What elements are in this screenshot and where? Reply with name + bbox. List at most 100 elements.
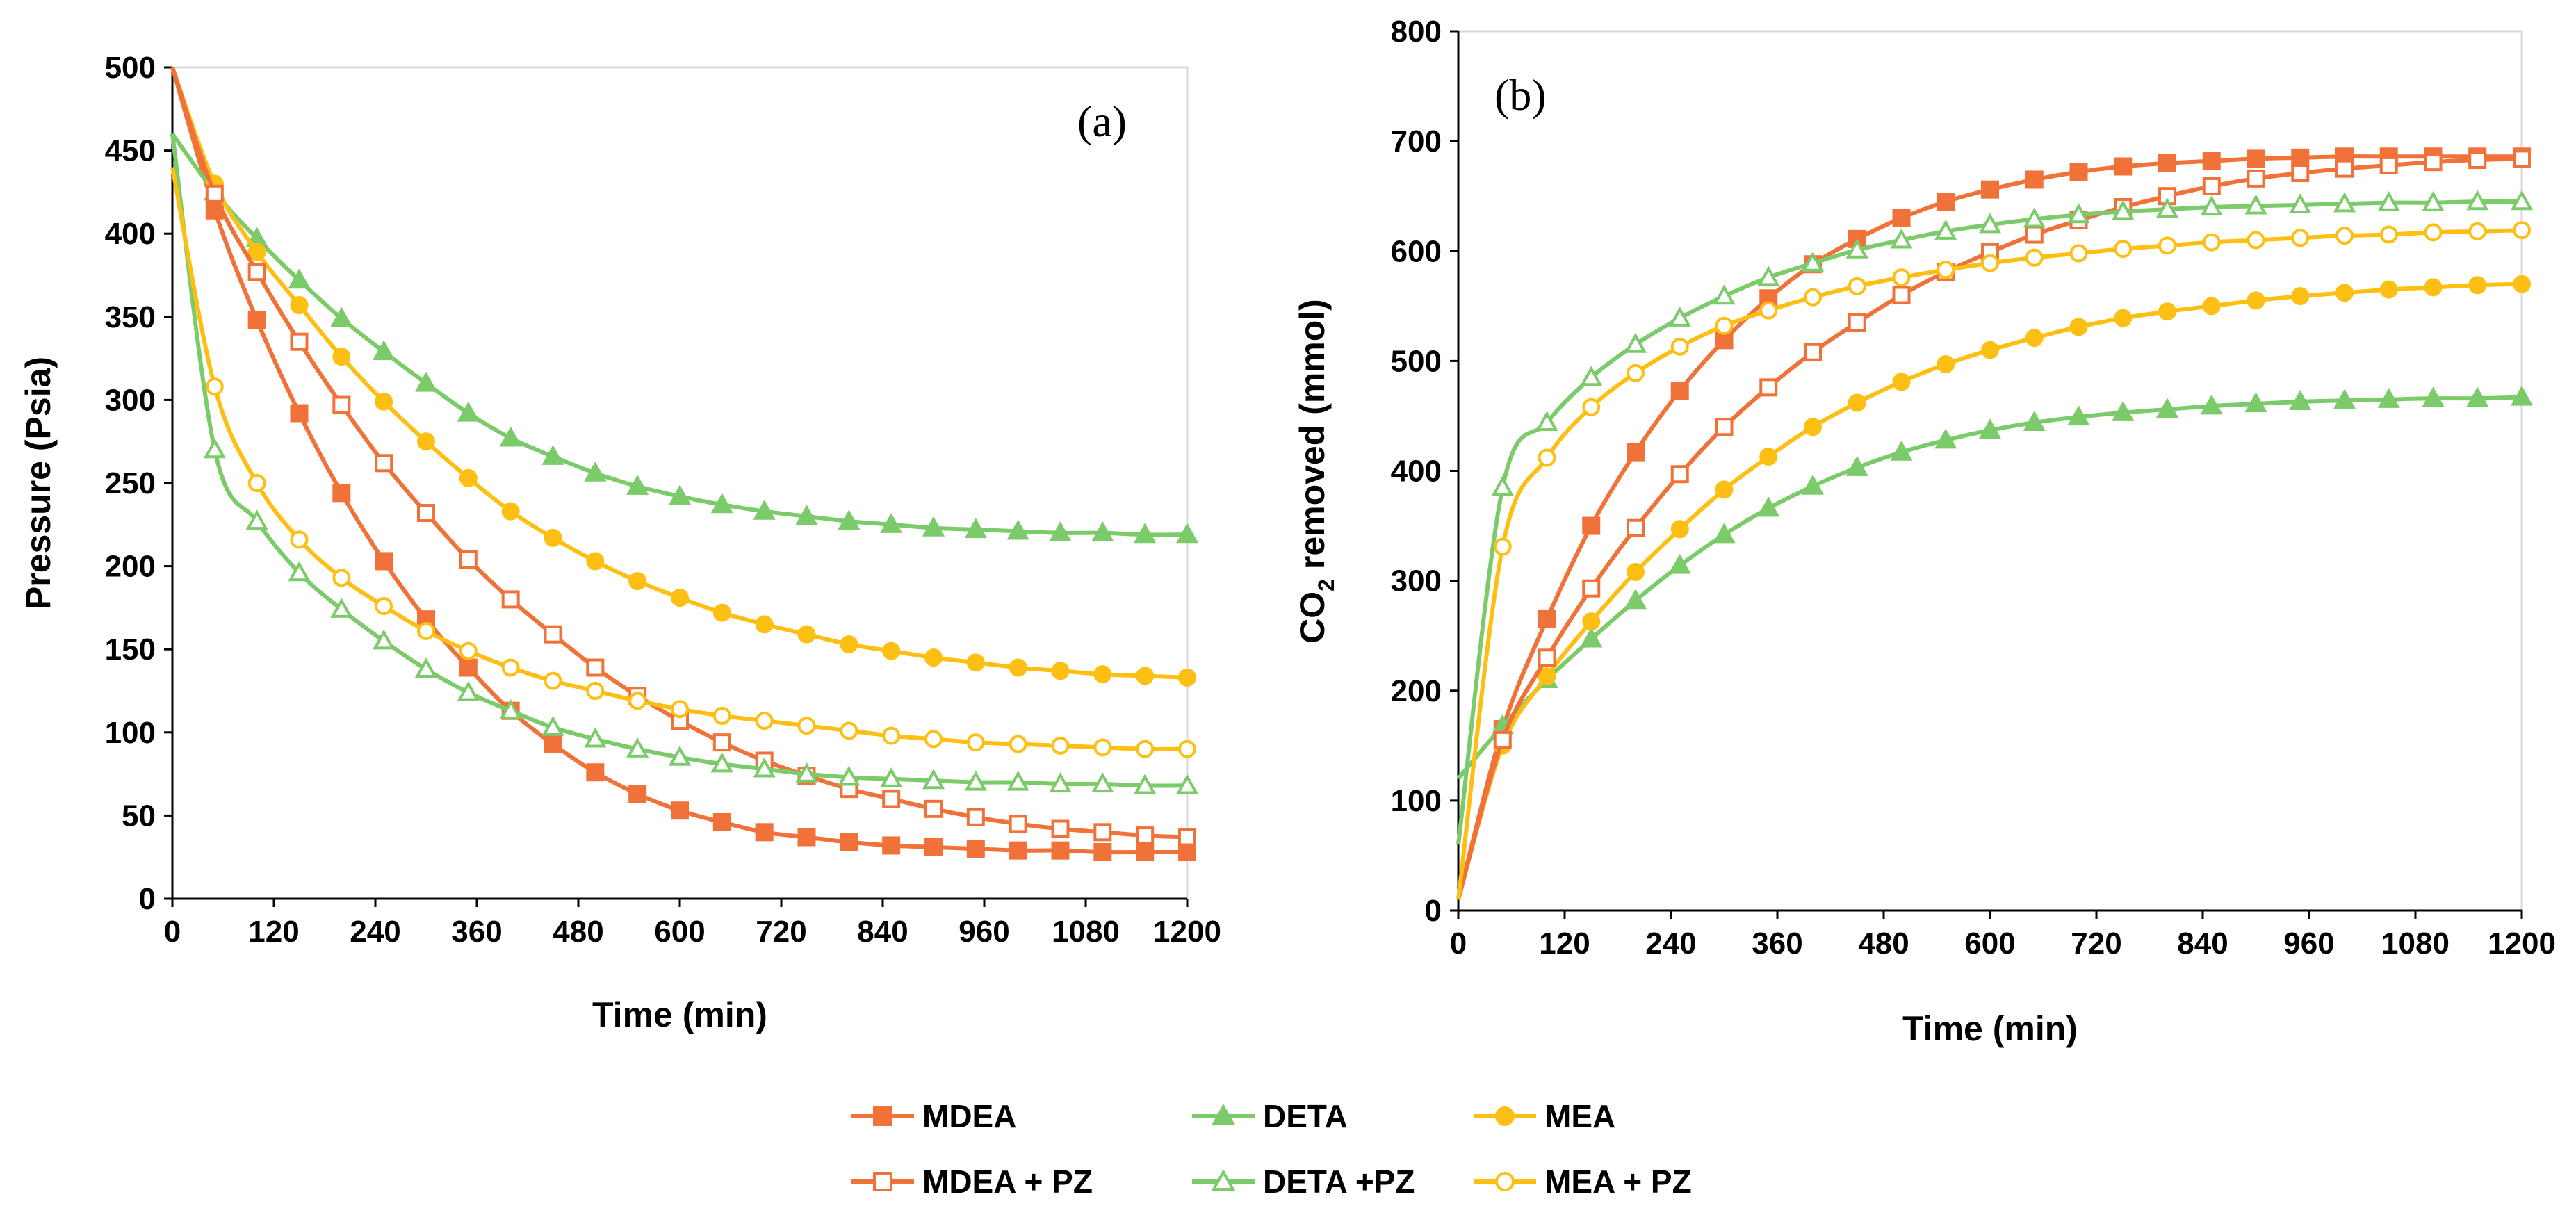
panel-a-point-deta: [373, 340, 396, 361]
panel-a-point-mdea-pz: [332, 395, 351, 414]
panel-a-point-mea: [375, 392, 393, 411]
panel-a-point-mea: [671, 589, 689, 607]
panel-b-point-mdea-pz: [2247, 169, 2265, 188]
panel-b-x-tick-label: 960: [2283, 926, 2334, 961]
panel-a-point-mdea-pz: [1136, 826, 1155, 845]
panel-a-point-mdea-pz: [1093, 823, 1112, 842]
legend-marker-mdea: [873, 1106, 892, 1126]
panel-b-series-line-mea-pz: [1456, 228, 2522, 900]
panel-a-point-mdea: [586, 763, 605, 782]
panel-a-label: (a): [1077, 97, 1127, 146]
panel-b-point-mea-pz: [2114, 240, 2133, 259]
panel-b-point-mea: [2468, 276, 2487, 295]
panel-a-point-mea-pz: [375, 597, 393, 616]
panel-a-point-mea-pz: [671, 700, 689, 719]
panel-a-point-mea: [501, 502, 520, 521]
panel-b-point-mdea-pz: [1582, 579, 1601, 598]
panel-b-point-deta: [1934, 428, 1957, 449]
panel-b-series-mea-pz: [1456, 221, 2531, 900]
panel-b-point-deta-pz: [1934, 220, 1957, 240]
panel-a-point-mdea-pz: [586, 658, 605, 677]
panel-b-x-tick-label: 120: [1539, 926, 1590, 961]
panel-b-point-mea: [2114, 309, 2133, 327]
panel-b-y-tick-label: 300: [1391, 564, 1442, 598]
legend-label-mdea-pz: MDEA + PZ: [922, 1163, 1093, 1200]
panel-a-point-mdea: [1009, 841, 1027, 860]
panel-a-point-mdea: [332, 484, 351, 503]
panel-a-y-tick-label: 500: [105, 51, 156, 85]
panel-a-point-mdea-pz: [712, 733, 731, 752]
panel-b-point-mea: [2291, 287, 2310, 306]
panel-a-x-axis-label: Time (min): [592, 995, 767, 1034]
panel-b-point-deta-pz: [1713, 284, 1736, 305]
panel-a-point-mdea-pz: [459, 550, 478, 569]
panel-b-point-deta: [1801, 474, 1825, 495]
panel-b-point-deta: [2333, 389, 2356, 409]
panel-b-series-line-deta: [1456, 395, 2522, 781]
panel-a-point-deta: [414, 371, 438, 392]
panel-b-y-tick-label: 500: [1391, 344, 1442, 378]
panel-b-point-deta: [2023, 411, 2046, 432]
panel-a-point-mea-pz: [501, 658, 520, 677]
panel-b-point-mea: [1715, 480, 1734, 499]
panel-a-y-tick-label: 100: [105, 716, 156, 750]
panel-b-point-mea-pz: [1937, 261, 1955, 279]
panel-a-point-mea: [247, 243, 266, 261]
panel-a-point-deta: [1049, 521, 1072, 541]
panel-a-x-tick-label: 240: [350, 915, 400, 949]
panel-a-point-deta: [795, 505, 818, 525]
panel-b-plot-frame: [1457, 30, 2523, 912]
panel-b-point-mdea: [1627, 443, 1645, 462]
panel-a-point-mea-pz: [417, 621, 435, 640]
panel-b-point-mea: [1627, 562, 1645, 581]
panel-a-plot-frame: [171, 66, 1189, 900]
panel-b-y-tick-label: 600: [1391, 234, 1442, 268]
panel-b-point-mdea-pz: [1715, 418, 1734, 436]
panel-b-point-deta-pz: [2510, 190, 2534, 211]
panel-b-point-mea: [2379, 280, 2398, 299]
panel-a-point-mdea: [755, 823, 774, 842]
panel-a-point-mdea: [375, 552, 393, 571]
panel-a-point-mdea-pz: [1178, 828, 1196, 847]
panel-b-point-mdea: [1937, 193, 1955, 211]
panel-b-y-tick-label: 0: [1425, 894, 1442, 928]
panel-b-chart: (b) Time (min) CO2 removed (mmol) 0 120 24…: [1293, 15, 2556, 1048]
panel-a-point-mdea-pz: [544, 625, 562, 644]
panel-b-label: (b): [1494, 70, 1547, 120]
panel-a-point-deta-pz: [245, 509, 268, 530]
panel-b-x-tick-label: 240: [1645, 926, 1696, 961]
panel-b-point-mea: [2335, 284, 2354, 302]
legend-entry-deta-pz: DETA +PZ: [1192, 1163, 1415, 1200]
panel-b-point-mea: [2424, 278, 2443, 297]
panel-b-point-deta-pz: [2023, 207, 2046, 228]
legend-marker-mdea-pz: [873, 1172, 892, 1191]
panel-b-y-tick-label: 800: [1391, 15, 1442, 49]
panel-a-y-tick-label: 200: [105, 550, 156, 584]
panel-a-point-mdea: [712, 812, 731, 831]
panel-a-point-mdea-pz: [417, 504, 435, 523]
panel-b-point-mea-pz: [1848, 277, 1866, 295]
panel-b-point-deta: [1668, 553, 1691, 574]
panel-b-series-deta-pz: [1456, 190, 2534, 845]
panel-b-point-mea-pz: [1493, 537, 1512, 556]
panel-b-point-deta: [1580, 627, 1603, 648]
panel-a-series-line-mea: [170, 66, 1188, 680]
panel-a-y-tick-label: 0: [139, 882, 156, 916]
panel-b-point-deta-pz: [1757, 266, 1780, 286]
panel-b-point-mea: [2158, 302, 2176, 321]
panel-b-point-mdea: [2247, 149, 2265, 168]
panel-a-point-mdea-pz: [205, 184, 224, 203]
panel-a-point-mdea: [882, 836, 901, 855]
panel-a-point-deta: [584, 461, 607, 482]
panel-a-point-deta: [1091, 521, 1114, 541]
panel-b-y-axis-label-tail: removed (mmol): [1293, 299, 1332, 579]
panel-a-point-mea: [1051, 662, 1070, 680]
panel-b-point-mea: [1582, 612, 1601, 631]
panel-b-point-deta-pz: [1890, 228, 1913, 249]
panel-b-y-tick-label: 100: [1391, 784, 1442, 818]
panel-a-point-deta-pz: [1049, 772, 1072, 793]
panel-a-point-mdea: [1178, 843, 1196, 862]
panel-b-point-mdea-pz: [1804, 343, 1822, 361]
panel-a-point-mdea: [924, 838, 943, 856]
